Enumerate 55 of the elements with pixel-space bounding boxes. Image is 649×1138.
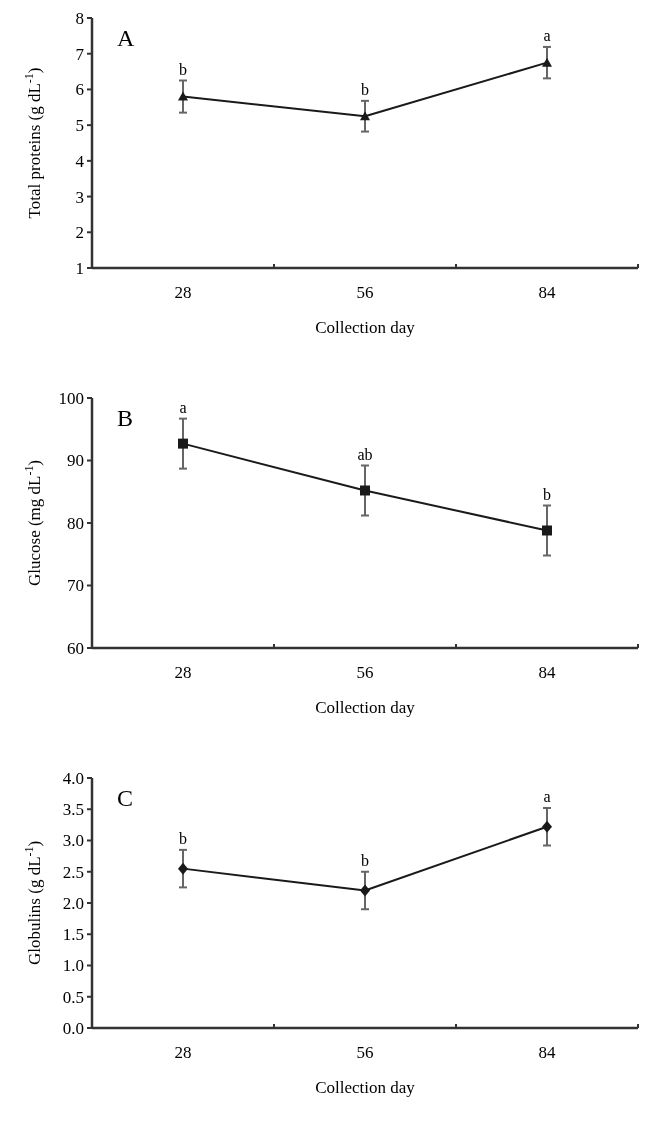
annotation: b <box>361 80 369 98</box>
point <box>542 57 552 67</box>
y-tick-label: 4.0 <box>62 768 84 788</box>
y-tick-label: 6 <box>75 80 84 100</box>
chart-title: C <box>117 785 134 811</box>
annotation: b <box>179 60 187 78</box>
x-axis-title: Collection day <box>315 1078 416 1097</box>
annotation: b <box>361 851 369 869</box>
y-tick-label: 70 <box>67 576 84 596</box>
point <box>360 111 370 121</box>
chart-title: B <box>117 405 134 431</box>
annotation: a <box>543 26 551 44</box>
y-tick-label: 60 <box>67 638 84 658</box>
annotation: ab <box>357 445 373 463</box>
y-tick-label: 3.5 <box>62 800 84 820</box>
y-tick-label: 4 <box>75 151 85 171</box>
x-tick-label: 28 <box>174 663 192 682</box>
point <box>542 820 552 833</box>
point <box>178 91 188 101</box>
y-tick-label: 2.5 <box>62 862 84 882</box>
y-tick-label: 8 <box>75 8 84 28</box>
y-tick-label: 3 <box>75 187 84 207</box>
point <box>360 485 370 496</box>
y-tick-label: 3.0 <box>62 831 84 851</box>
y-tick-label: 5 <box>75 116 84 136</box>
x-tick-label: 28 <box>174 1043 192 1062</box>
chart-title: A <box>117 25 135 51</box>
y-tick-label: 7 <box>75 44 85 64</box>
y-tick-label: 2.0 <box>62 893 84 913</box>
x-tick-label: 28 <box>174 283 192 302</box>
point <box>178 438 188 449</box>
x-tick-label: 84 <box>538 1043 556 1062</box>
annotation: a <box>179 398 187 416</box>
x-tick-label: 56 <box>356 663 374 682</box>
y-tick-label: 1.0 <box>62 956 84 976</box>
x-tick-label: 56 <box>356 1043 374 1062</box>
annotation: a <box>543 788 551 805</box>
point <box>360 884 370 897</box>
y-tick-label: 100 <box>58 388 84 408</box>
annotation: b <box>543 485 551 503</box>
x-axis-title: Collection day <box>315 698 416 717</box>
y-tick-label: 90 <box>67 451 84 471</box>
y-tick-label: 0.0 <box>62 1018 84 1038</box>
annotation: b <box>179 829 187 847</box>
y-tick-label: 2 <box>75 223 84 243</box>
point <box>542 525 552 536</box>
y-tick-label: 0.5 <box>62 987 84 1007</box>
point <box>178 862 188 875</box>
x-tick-label: 56 <box>356 283 374 302</box>
x-tick-label: 84 <box>538 663 556 682</box>
y-tick-label: 80 <box>67 513 84 533</box>
x-axis-title: Collection day <box>315 318 416 337</box>
y-tick-label: 1 <box>75 258 84 278</box>
y-tick-label: 1.5 <box>62 925 84 945</box>
x-tick-label: 84 <box>538 283 556 302</box>
